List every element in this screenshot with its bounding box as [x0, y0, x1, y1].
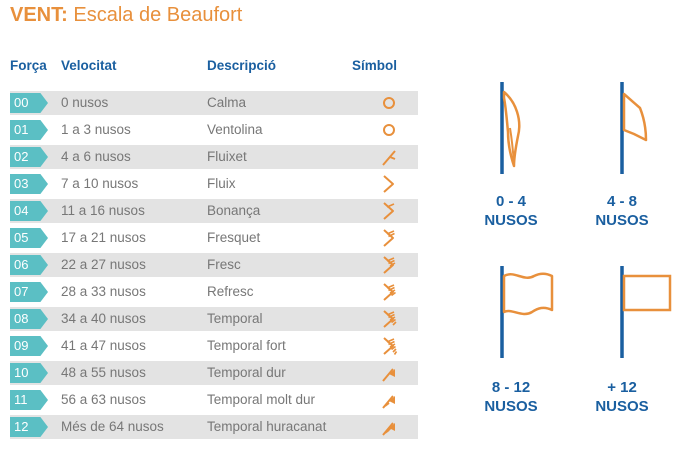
force-badge: 11 [10, 390, 48, 410]
force-badge: 09 [10, 336, 48, 356]
flag-label-8-12: 8 - 12 NUSOS [456, 378, 566, 416]
speed-cell: Més de 64 nusos [61, 419, 164, 434]
speed-cell: 17 a 21 nusos [61, 230, 146, 245]
title-bold: VENT: [10, 4, 68, 26]
flag-unit: NUSOS [595, 212, 649, 229]
wind-symbol-icon [383, 97, 395, 109]
flag-unit: NUSOS [595, 398, 649, 415]
table-row: 12 Més de 64 nusos Temporal huracanat [10, 415, 418, 439]
wind-symbol-icon [383, 310, 397, 328]
speed-cell: 7 a 10 nusos [61, 176, 139, 191]
wind-symbol-icon [382, 368, 395, 382]
force-badge: 04 [10, 201, 48, 221]
description-cell: Temporal dur [207, 365, 286, 380]
force-badge: 10 [10, 363, 48, 383]
flag-range: + 12 [607, 379, 637, 396]
wind-symbol-icon [383, 124, 395, 136]
description-cell: Calma [207, 95, 247, 110]
wind-symbol-icon [383, 229, 395, 247]
table-row: 00 0 nusos Calma [10, 91, 418, 115]
table-row: 11 56 a 63 nusos Temporal molt dur [10, 388, 418, 412]
flag-unit: NUSOS [484, 398, 538, 415]
limp-flag-icon [500, 82, 521, 174]
table-row: 09 41 a 47 nusos Temporal fort [10, 334, 418, 358]
table-row: 08 34 a 40 nusos Temporal [10, 307, 418, 331]
force-badge: 03 [10, 174, 48, 194]
flag-label-12-plus: + 12 NUSOS [567, 378, 677, 416]
speed-cell: 4 a 6 nusos [61, 149, 131, 164]
flag-label-0-4: 0 - 4 NUSOS [456, 192, 566, 230]
description-cell: Fresquet [207, 230, 261, 245]
wind-symbol-icon [382, 150, 396, 166]
force-badge: 05 [10, 228, 48, 248]
header-descripcio: Descripció [207, 58, 277, 73]
speed-cell: 22 a 27 nusos [61, 257, 146, 272]
description-cell: Refresc [207, 284, 254, 299]
wind-symbol-icon [383, 283, 396, 301]
force-badge: 08 [10, 309, 48, 329]
page-title: VENT: Escala de Beaufort [10, 4, 242, 27]
flag-range: 0 - 4 [495, 193, 526, 210]
force-badge: 07 [10, 282, 48, 302]
description-cell: Temporal molt dur [207, 392, 316, 407]
drooping-flag-icon [620, 82, 648, 174]
speed-cell: 34 a 40 nusos [61, 311, 146, 326]
description-cell: Temporal huracanat [207, 419, 327, 434]
force-badge: 01 [10, 120, 48, 140]
table-row: 06 22 a 27 nusos Fresc [10, 253, 418, 277]
wind-symbol-icon [382, 395, 395, 409]
table-row: 07 28 a 33 nusos Refresc [10, 280, 418, 304]
description-cell: Bonança [207, 203, 261, 218]
speed-cell: 48 a 55 nusos [61, 365, 146, 380]
speed-cell: 11 a 16 nusos [61, 203, 145, 218]
wind-symbol-icon [382, 422, 395, 436]
straight-flag-icon [620, 266, 672, 358]
table-row: 02 4 a 6 nusos Fluixet [10, 145, 418, 169]
header-simbol: Símbol [352, 58, 398, 73]
speed-cell: 28 a 33 nusos [61, 284, 146, 299]
speed-cell: 0 nusos [61, 95, 109, 110]
description-cell: Ventolina [207, 122, 263, 137]
description-cell: Temporal fort [207, 338, 286, 353]
flag-label-4-8: 4 - 8 NUSOS [567, 192, 677, 230]
force-badge: 06 [10, 255, 48, 275]
force-badge: 12 [10, 417, 48, 437]
speed-cell: 1 a 3 nusos [61, 122, 131, 137]
force-badge: 02 [10, 147, 48, 167]
wind-symbol-icon [383, 337, 398, 355]
description-cell: Fluix [207, 176, 236, 191]
table-row: 05 17 a 21 nusos Fresquet [10, 226, 418, 250]
title-rest: Escala de Beaufort [67, 4, 243, 26]
waving-flag-icon [500, 266, 554, 358]
flag-range: 8 - 12 [491, 379, 531, 396]
description-cell: Fluixet [207, 149, 247, 164]
header-forca: Força [10, 58, 47, 73]
table-row: 10 48 a 55 nusos Temporal dur [10, 361, 418, 385]
wind-symbol-icon [383, 256, 396, 274]
table-row: 03 7 a 10 nusos Fluix [10, 172, 418, 196]
description-cell: Fresc [207, 257, 241, 272]
flag-range: 4 - 8 [606, 193, 637, 210]
wind-symbol-icon [383, 175, 394, 193]
header-velocitat: Velocitat [61, 58, 117, 73]
flag-unit: NUSOS [484, 212, 538, 229]
table-row: 04 11 a 16 nusos Bonança [10, 199, 418, 223]
speed-cell: 56 a 63 nusos [61, 392, 146, 407]
table-row: 01 1 a 3 nusos Ventolina [10, 118, 418, 142]
description-cell: Temporal [207, 311, 263, 326]
wind-symbol-icon [383, 202, 395, 220]
force-badge: 00 [10, 93, 48, 113]
speed-cell: 41 a 47 nusos [61, 338, 146, 353]
